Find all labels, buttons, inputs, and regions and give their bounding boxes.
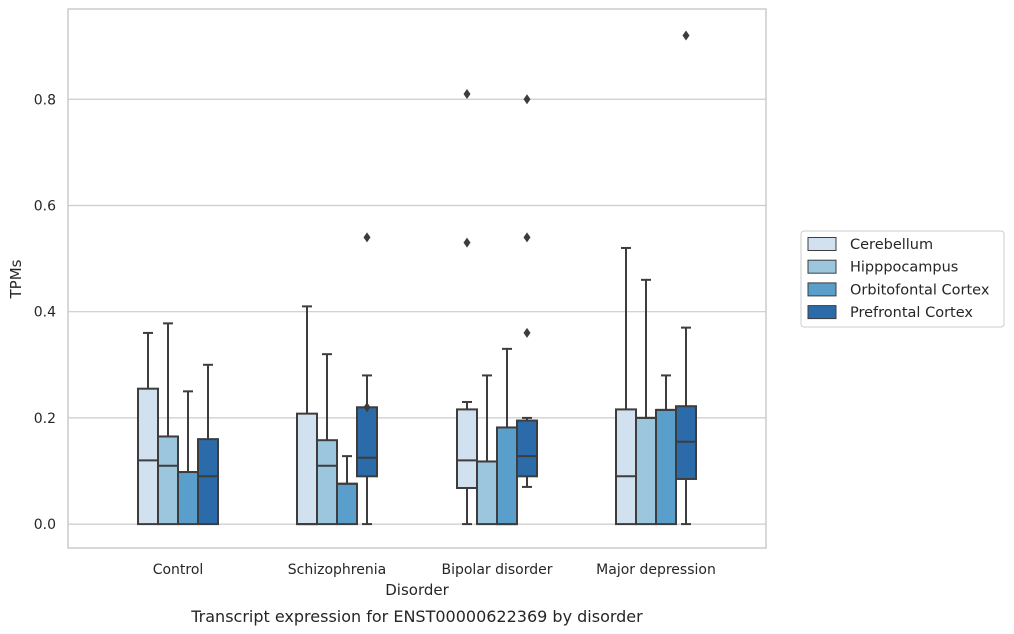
legend-label: Cerebellum (850, 237, 933, 253)
legend-label: Hipppocampus (850, 260, 958, 276)
y-tick-label: 0.0 (34, 517, 56, 533)
box (197, 438, 219, 526)
x-tick-label: Control (153, 562, 204, 578)
x-tick-label: Major depression (596, 562, 716, 578)
legend-swatch (807, 237, 837, 251)
box (635, 416, 657, 526)
chart-caption: Transcript expression for ENST0000062236… (190, 607, 643, 626)
box (496, 426, 518, 526)
box (157, 435, 179, 526)
x-tick-label: Bipolar disorder (441, 562, 552, 578)
legend-swatch (807, 305, 837, 320)
y-tick-label: 0.6 (34, 198, 56, 214)
outlier-point (682, 30, 690, 41)
box-series-group (137, 30, 697, 526)
legend-swatch (807, 282, 837, 297)
outlier-point (523, 94, 531, 105)
x-tick-label: Schizophrenia (288, 562, 386, 578)
legend: Cerebellum Hipppocampus Orbitofontal Corte… (800, 230, 1005, 328)
x-tick-labels: Control Schizophrenia Bipolar disorder Majo… (153, 562, 716, 578)
box (336, 482, 358, 526)
box (177, 471, 199, 526)
outlier-point (363, 232, 371, 243)
box (655, 408, 677, 526)
box (137, 387, 159, 526)
outlier-point (523, 327, 531, 338)
y-axis-label: TPMs (7, 259, 25, 299)
plot-frame (67, 8, 767, 549)
x-axis-label: Disorder (385, 581, 449, 599)
outlier-point (363, 402, 371, 413)
outlier-point (463, 88, 471, 99)
outlier-point (523, 232, 531, 243)
legend-swatch (807, 259, 837, 274)
y-tick-label: 0.8 (34, 92, 56, 108)
box (615, 408, 637, 526)
box (476, 460, 498, 526)
y-tick-label: 0.2 (34, 411, 56, 427)
outlier-point (463, 237, 471, 248)
legend-frame (800, 230, 1005, 328)
box (456, 408, 478, 489)
box (516, 419, 538, 478)
y-tick-label: 0.4 (34, 305, 56, 321)
y-tick-labels: 0.0 0.2 0.4 0.6 0.8 (34, 92, 56, 533)
box (316, 439, 338, 526)
box (356, 406, 378, 478)
legend-label: Orbitofontal Cortex (850, 282, 990, 298)
box (296, 412, 318, 526)
legend-label: Prefrontal Cortex (850, 305, 973, 321)
